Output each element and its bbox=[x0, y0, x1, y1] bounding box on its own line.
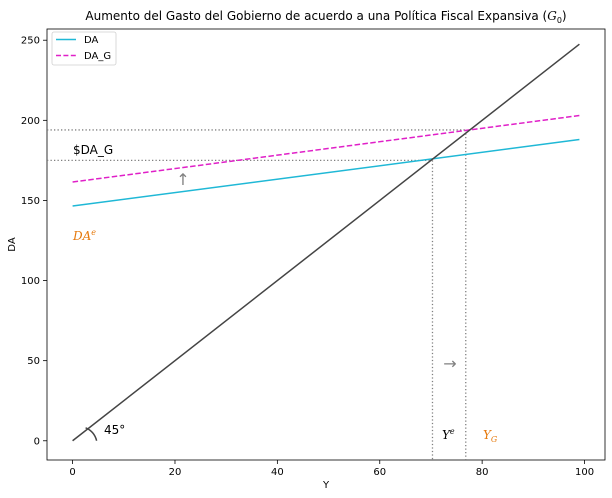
y-tick-label: 150 bbox=[21, 196, 40, 207]
series-line-da-g bbox=[72, 114, 580, 183]
annotation-ye-base: Y bbox=[442, 428, 451, 442]
annotation-da-g-label: $DA_G bbox=[73, 143, 113, 157]
angle-arc bbox=[85, 427, 98, 441]
annotation-yg-label: YG bbox=[483, 428, 498, 444]
chart-title-end: ) bbox=[562, 9, 567, 23]
annotation-45-degree-label: 45° bbox=[104, 423, 125, 437]
x-tick-label: 60 bbox=[373, 467, 386, 478]
annotation-ye-sup: e bbox=[450, 427, 455, 436]
x-axis-label: Y bbox=[322, 480, 330, 491]
annotation-da-e-base: DA bbox=[72, 229, 92, 243]
y-tick-label: 50 bbox=[27, 356, 40, 367]
reference-lines bbox=[47, 129, 467, 460]
up-arrow-annotation: ↑ bbox=[176, 170, 189, 189]
chart-title-math-sub: 0 bbox=[557, 16, 562, 25]
annotation-yg-sub: G bbox=[491, 435, 498, 444]
x-tick-label: 20 bbox=[169, 467, 182, 478]
legend-label-da-g: DA_G bbox=[84, 51, 111, 62]
x-tick-label: 40 bbox=[271, 467, 284, 478]
chart-title-text: Aumento del Gasto del Gobierno de acuerd… bbox=[85, 9, 547, 23]
series-lines bbox=[72, 43, 580, 442]
y-tick-label: 100 bbox=[21, 276, 40, 287]
chart-title-math: G bbox=[547, 9, 557, 23]
y-axis-label: DA bbox=[7, 237, 18, 252]
y-tick-label: 0 bbox=[34, 436, 40, 447]
y-tick-label: 200 bbox=[21, 116, 40, 127]
annotation-ye-label: Ye bbox=[442, 427, 455, 442]
x-tick-label: 100 bbox=[575, 467, 594, 478]
x-axis-ticks: 0 20 40 60 80 100 bbox=[69, 460, 594, 478]
plot-frame bbox=[46, 28, 606, 461]
right-arrow-annotation: → bbox=[443, 354, 456, 373]
series-line-da bbox=[72, 138, 580, 207]
series-line-45-degree bbox=[72, 43, 580, 442]
legend: DA DA_G bbox=[51, 31, 117, 66]
annotation-da-e-sup: e bbox=[91, 228, 96, 237]
annotation-yg-base: Y bbox=[483, 428, 492, 442]
y-axis-ticks: 0 50 100 150 200 250 bbox=[21, 36, 47, 447]
legend-label-da: DA bbox=[84, 35, 99, 46]
chart-title: Aumento del Gasto del Gobierno de acuerd… bbox=[85, 9, 566, 25]
x-tick-label: 0 bbox=[69, 467, 75, 478]
y-tick-label: 250 bbox=[21, 36, 40, 47]
x-tick-label: 80 bbox=[476, 467, 489, 478]
annotation-da-e-label: DAe bbox=[72, 228, 96, 243]
